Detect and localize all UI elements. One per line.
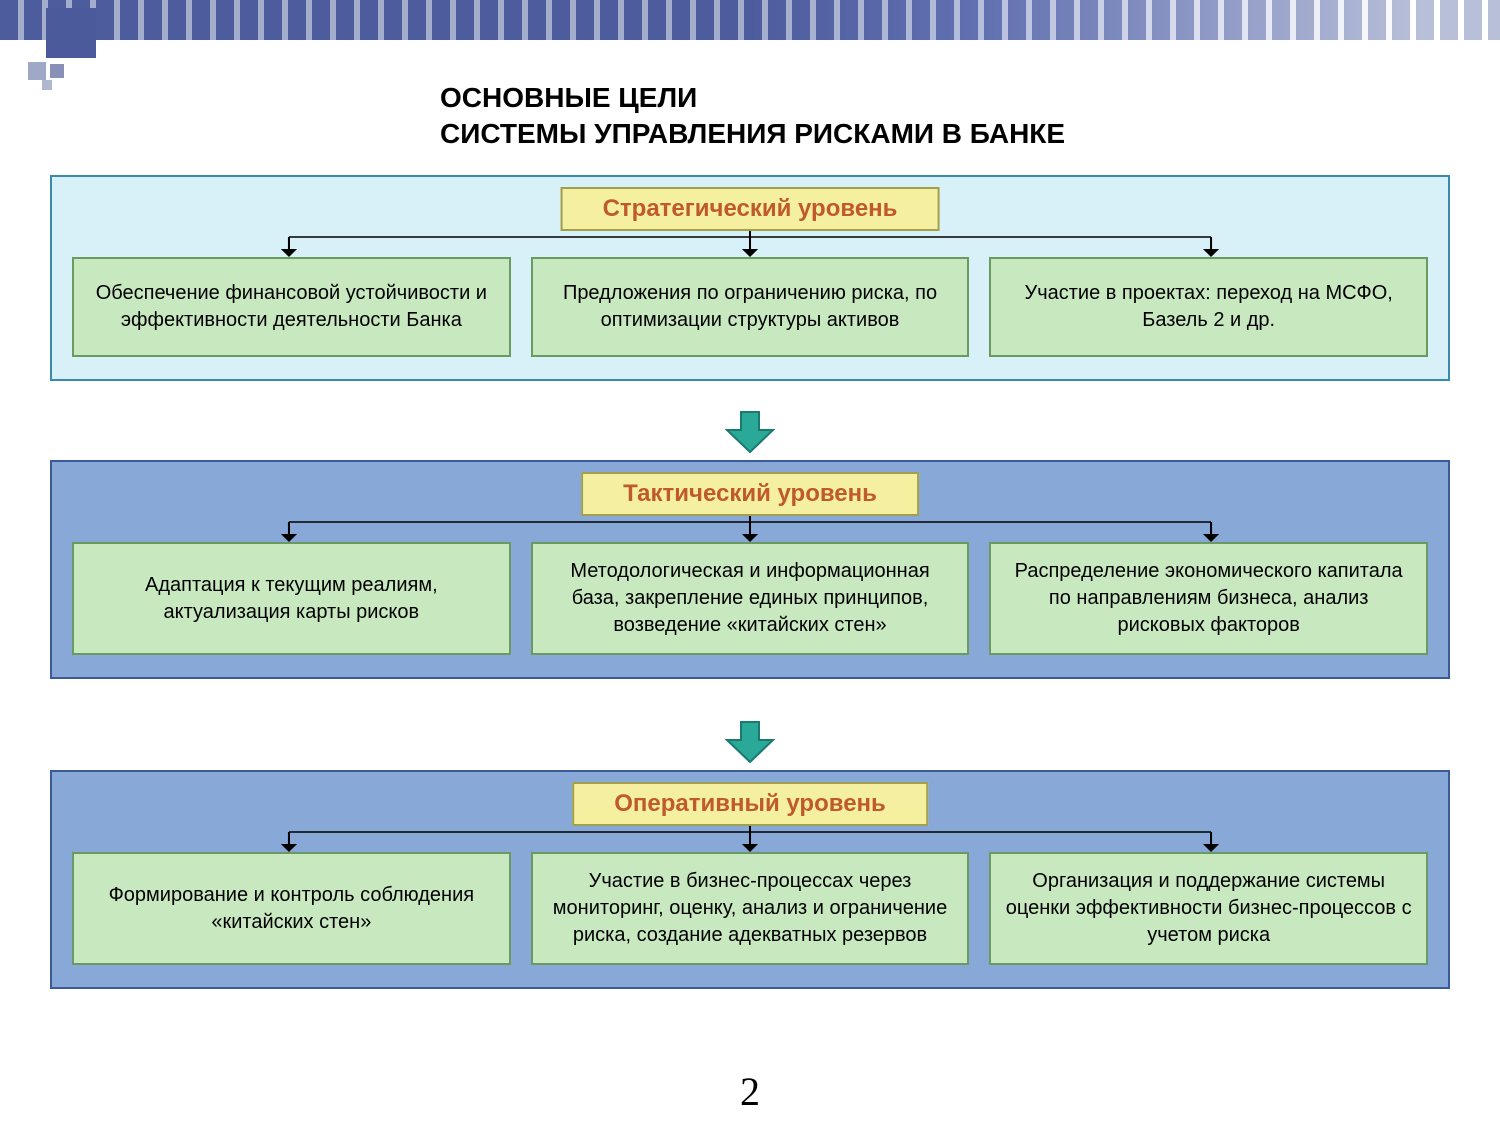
level-header: Тактический уровень xyxy=(581,472,919,516)
level-children: Обеспечение финансовой устойчивости и эф… xyxy=(72,257,1428,357)
page-number: 2 xyxy=(740,1068,760,1115)
child-box: Методологическая и информационная база, … xyxy=(531,542,970,655)
child-box: Предложения по ограничению риска, по опт… xyxy=(531,257,970,357)
child-box: Обеспечение финансовой устойчивости и эф… xyxy=(72,257,511,357)
level-operational: Оперативный уровень Формирование и контр… xyxy=(50,770,1450,989)
flow-arrow-icon xyxy=(725,720,775,764)
level-container: Оперативный уровень Формирование и контр… xyxy=(50,770,1450,989)
level-header: Стратегический уровень xyxy=(561,187,940,231)
level-children: Формирование и контроль соблюдения «кита… xyxy=(72,852,1428,965)
title-line-1: ОСНОВНЫЕ ЦЕЛИ xyxy=(440,82,697,113)
flow-arrow-icon xyxy=(725,410,775,454)
level-strategic: Стратегический уровень Обеспечение финан… xyxy=(50,175,1450,381)
slide-top-bar xyxy=(0,0,1500,40)
level-container: Стратегический уровень Обеспечение финан… xyxy=(50,175,1450,381)
title-line-2: СИСТЕМЫ УПРАВЛЕНИЯ РИСКАМИ В БАНКЕ xyxy=(440,118,1065,149)
corner-decoration xyxy=(8,8,98,98)
child-box: Организация и поддержание системы оценки… xyxy=(989,852,1428,965)
level-tactical: Тактический уровень Адаптация к текущим … xyxy=(50,460,1450,679)
level-header: Оперативный уровень xyxy=(572,782,928,826)
child-box: Распределение экономического капитала по… xyxy=(989,542,1428,655)
child-box: Адаптация к текущим реалиям, актуализаци… xyxy=(72,542,511,655)
child-box: Формирование и контроль соблюдения «кита… xyxy=(72,852,511,965)
slide-title: ОСНОВНЫЕ ЦЕЛИ СИСТЕМЫ УПРАВЛЕНИЯ РИСКАМИ… xyxy=(440,80,1065,153)
child-box: Участие в проектах: переход на МСФО, Баз… xyxy=(989,257,1428,357)
child-box: Участие в бизнес-процессах через монитор… xyxy=(531,852,970,965)
level-container: Тактический уровень Адаптация к текущим … xyxy=(50,460,1450,679)
level-children: Адаптация к текущим реалиям, актуализаци… xyxy=(72,542,1428,655)
